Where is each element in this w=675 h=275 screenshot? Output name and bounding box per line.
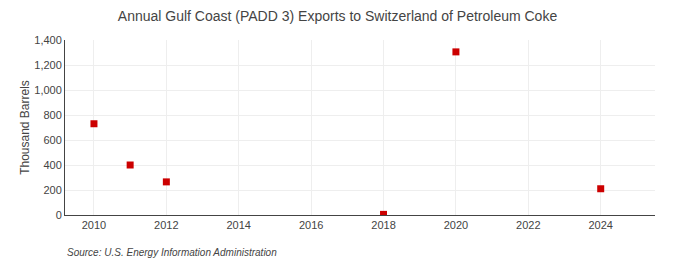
svg-text:2012: 2012 — [154, 219, 178, 231]
svg-text:2020: 2020 — [444, 219, 468, 231]
svg-text:2024: 2024 — [588, 219, 612, 231]
svg-text:800: 800 — [43, 109, 61, 121]
svg-text:2016: 2016 — [299, 219, 323, 231]
svg-text:200: 200 — [43, 184, 61, 196]
svg-text:2022: 2022 — [516, 219, 540, 231]
svg-text:1,200: 1,200 — [34, 59, 62, 71]
svg-text:0: 0 — [56, 209, 62, 221]
svg-text:Thousand Barrels: Thousand Barrels — [18, 80, 32, 175]
svg-text:1,400: 1,400 — [34, 34, 62, 46]
svg-text:1,000: 1,000 — [34, 84, 62, 96]
svg-text:600: 600 — [43, 134, 61, 146]
svg-text:2014: 2014 — [226, 219, 250, 231]
svg-text:400: 400 — [43, 159, 61, 171]
svg-text:2010: 2010 — [82, 219, 106, 231]
svg-text:2018: 2018 — [371, 219, 395, 231]
svg-text:Annual Gulf Coast (PADD 3) Exp: Annual Gulf Coast (PADD 3) Exports to Sw… — [118, 8, 558, 24]
svg-text:Source: U.S. Energy Informatio: Source: U.S. Energy Information Administ… — [67, 247, 277, 258]
